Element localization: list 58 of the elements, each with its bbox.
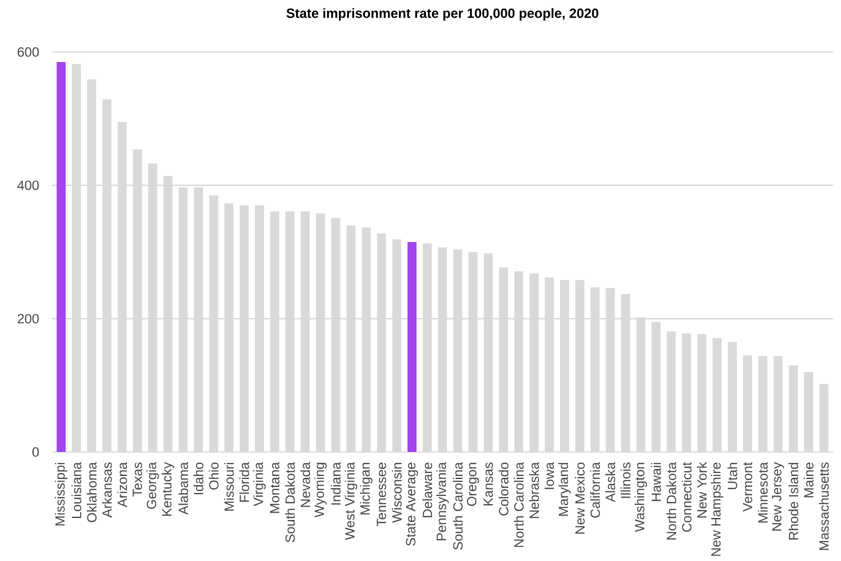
x-tick-label: Massachusetts [818,462,829,550]
x-tick-label: Florida [239,462,250,502]
y-tick-label: 400 [17,180,39,190]
x-tick-label: Georgia [146,462,159,509]
x-tick-label: Louisiana [72,462,82,518]
x-tick-label: Kentucky [162,462,174,516]
y-tick-label: 0 [32,447,39,457]
x-tick-label: Washington [634,462,648,532]
x-tick-label: North Dakota [666,462,676,540]
x-tick-label: Minnesota [758,462,768,522]
y-tick-label: 600 [18,47,39,57]
x-tick-label: Arkansas [102,462,112,518]
x-tick-label: Tennessee [376,462,386,526]
x-tick-label: Maryland [558,462,571,516]
x-tick-label: Hawaii [651,462,661,501]
x-tick-label: Iowa [544,462,554,489]
x-tick-label: New York [696,462,707,518]
x-tick-label: New Jersey [772,462,784,531]
x-tick-label: Utah [727,462,738,490]
x-tick-label: Vermont [742,462,752,512]
x-tick-label: South Dakota [285,462,295,542]
chart-title: State imprisonment rate per 100,000 people, 2020 [286,8,598,21]
x-tick-label: Nevada [300,462,310,507]
x-tick-label: Montana [270,462,280,513]
x-tick-label: Wyoming [314,462,327,518]
x-tick-label: Ohio [208,462,219,490]
x-tick-label: California [590,462,600,518]
x-tick-label: Connecticut [682,462,692,532]
x-tick-label: North Carolina [514,462,524,547]
x-tick-label: Pennsylvania [436,462,449,540]
x-tick-label: Oregon [466,462,480,506]
x-tick-label: Michigan [360,462,372,514]
x-tick-label: New Mexico [574,462,585,534]
x-tick-label: Idaho [194,462,204,494]
x-tick-label: Maine [804,462,814,498]
x-tick-label: Delaware [422,462,432,518]
y-tick-label: 200 [18,314,39,324]
x-tick-label: Wisconsin [392,462,402,523]
x-tick-label: West Virginia [344,462,358,540]
x-tick-label: Missouri [224,462,234,511]
x-tick-label: Oklahoma [86,462,97,522]
x-tick-label: South Carolina [452,462,463,550]
x-tick-label: Indiana [330,462,341,505]
bar [56,62,66,452]
x-tick-label: Alaska [605,462,616,502]
x-tick-label: Illinois [620,462,630,498]
x-tick-label: Arizona [117,462,128,508]
x-tick-label: Texas [132,462,142,497]
x-tick-label: Nebraska [529,462,539,518]
x-tick-label: State Average [406,462,418,546]
x-tick-label: New Hampshire [710,462,724,556]
x-tick-label: Rhode Island [788,462,798,540]
x-tick-label: Mississippi [54,462,68,526]
x-tick-label: Colorado [498,462,508,516]
x-tick-label: Virginia [253,462,266,506]
x-tick-label: Alabama [178,462,188,515]
x-tick-label: Kansas [484,462,493,506]
bar [408,242,416,452]
